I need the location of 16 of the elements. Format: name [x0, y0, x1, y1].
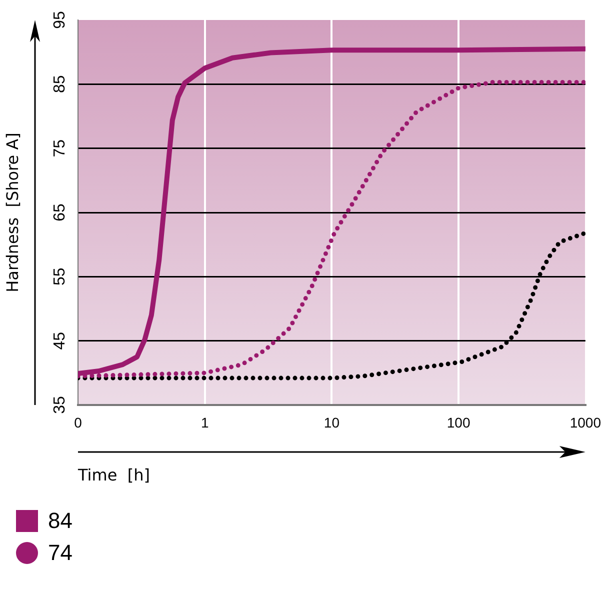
y-tick-label: 55 [51, 268, 68, 286]
y-tick-label: 65 [51, 204, 68, 222]
y-axis-title: Hardness [Shore A] [2, 132, 22, 292]
x-tick-label: 100 [446, 414, 470, 430]
x-tick-label: 1000 [570, 414, 602, 430]
y-tick-label: 95 [51, 11, 68, 29]
x-tick-label: 0 [74, 414, 82, 430]
x-axis-title: Time [h] [77, 466, 150, 485]
y-tick-label: 85 [51, 75, 68, 94]
x-tick-label: 1 [200, 414, 209, 430]
x-tick-label: 10 [324, 414, 340, 430]
y-tick-label: 45 [51, 332, 68, 350]
legend-label: 74 [48, 540, 72, 566]
y-tick-label: 75 [51, 139, 68, 158]
y-tick-label: 35 [51, 396, 68, 414]
legend-label: 84 [48, 508, 72, 534]
